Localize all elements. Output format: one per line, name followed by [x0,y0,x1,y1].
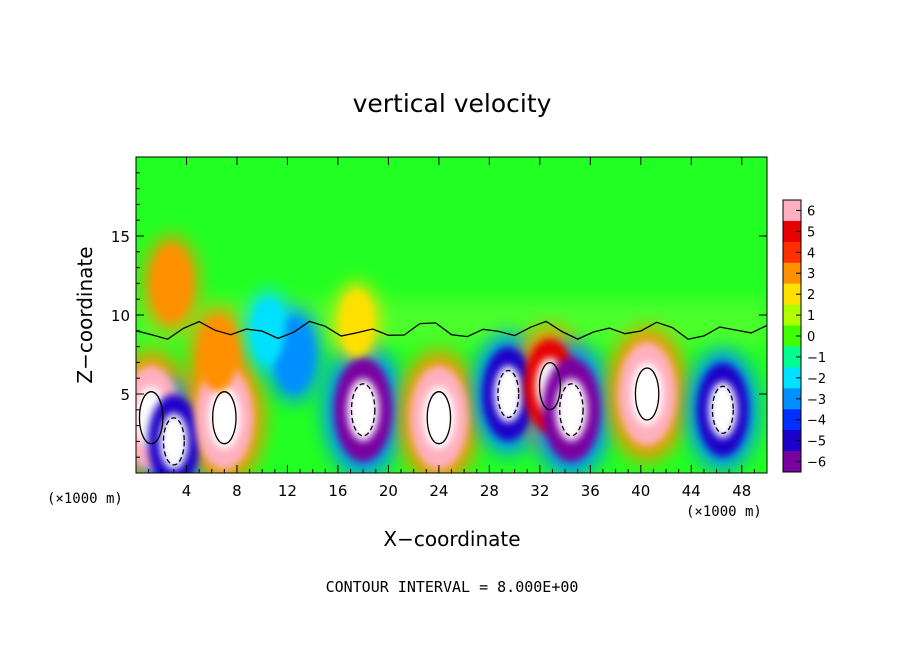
velocity-cell [151,246,191,321]
velocity-cell-core [159,413,189,470]
x-tick-label: 12 [278,482,297,500]
heatmap-field [136,157,767,473]
colorbar-tick-label: 5 [807,225,815,240]
x-tick-label: 4 [182,482,192,500]
contour-line [426,391,452,445]
colorbar-tick-label: 2 [807,288,815,303]
x-tick-label: 40 [631,482,650,500]
x-tick-label: 48 [732,482,751,500]
x-tick-label: 8 [232,482,242,500]
colorbar-tick-label: 6 [807,204,815,219]
x-scale-label-left: (×1000 m) [47,491,123,507]
x-scale-label-right: (×1000 m) [686,504,762,520]
velocity-cell [198,317,238,392]
x-tick-label: 20 [379,482,398,500]
colorbar-segment [783,430,801,452]
contour-line [559,383,584,437]
contour-line [162,417,185,466]
x-tick-label: 44 [682,482,701,500]
colorbar-segment [783,367,801,389]
contour-line [538,361,561,411]
colorbar-segment [783,451,801,473]
x-tick-label: 28 [480,482,499,500]
colorbar-segment [783,409,801,431]
x-tick-label: 32 [530,482,549,500]
x-tick-label: 36 [581,482,600,500]
velocity-cell-core [422,386,455,449]
x-tick-label: 24 [429,482,448,500]
velocity-cell [252,298,285,363]
y-axis-label: Z−coordinate [73,246,97,383]
colorbar-tick-label: −6 [807,456,826,471]
colorbar-tick-label: −5 [807,435,826,450]
y-tick-label: 15 [111,228,130,246]
colorbar-segment [783,325,801,347]
contour-line [350,383,376,437]
colorbar-tick-label: 3 [807,267,815,282]
velocity-cell-core [708,381,738,438]
contour-line [212,391,237,445]
velocity-cell-core [493,365,523,423]
colorbar-segment [783,283,801,306]
colorbar-segment [783,200,801,222]
velocity-cell-core [631,362,664,426]
velocity-cell-core [555,378,588,441]
contour-line [711,385,734,434]
colorbar-segment [783,346,801,368]
contour-interval-label: CONTOUR INTERVAL = 8.000E+00 [326,578,579,596]
y-tick-label: 10 [111,307,130,325]
colorbar-segment [783,304,801,327]
colorbar-tick-label: −1 [807,351,826,366]
velocity-cell-core [208,386,241,449]
x-axis-label: X−coordinate [383,527,520,551]
colorbar-segment [783,262,801,285]
contour-line [138,391,164,445]
contour-line [634,367,660,421]
velocity-cell-core [347,378,380,441]
colorbar-tick-label: −3 [807,393,826,408]
colorbar-tick-label: 1 [807,309,815,324]
colorbar-tick-label: −4 [807,414,826,429]
colorbar-segment [783,388,801,410]
colorbar-tick-label: 0 [807,330,815,345]
chart-title: vertical velocity [353,89,552,118]
velocity-cell [340,290,374,355]
colorbar-segment [783,241,801,264]
colorbar-tick-label: −2 [807,372,826,387]
colorbar-tick-label: 4 [807,246,815,261]
contour-line [497,369,520,419]
x-tick-label: 16 [328,482,347,500]
y-tick-label: 5 [120,386,130,404]
zero-contour [136,320,767,340]
colorbar: 6 5 4 3 2 1 0 −1 −2 −3 −4 −5 −6 [782,199,826,473]
colorbar-segment [783,220,801,243]
